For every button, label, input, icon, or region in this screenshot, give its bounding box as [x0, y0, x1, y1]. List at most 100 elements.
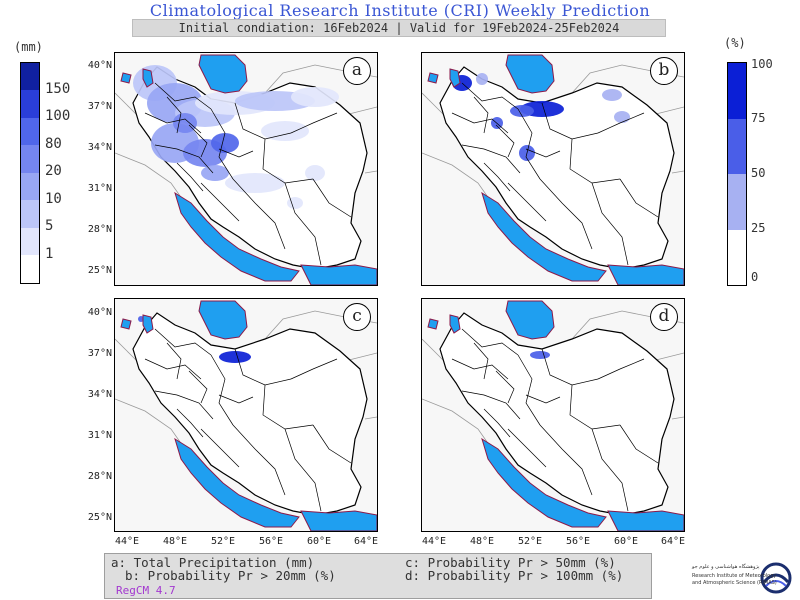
province-line-d-10: [507, 428, 547, 468]
lat-label-top-25: 25°N: [87, 265, 112, 276]
lat-label-bot-31: 31°N: [87, 430, 112, 441]
precip-area-a-12: [225, 173, 285, 193]
province-line-a-5: [262, 138, 314, 184]
panel-label-b: b: [650, 57, 678, 85]
province-line-d-14: [525, 394, 561, 404]
precip-area-a-8: [211, 133, 239, 153]
precip-area-a-14: [287, 197, 303, 209]
caspian-sea-b: [505, 54, 555, 94]
panel-label-d: d: [650, 303, 678, 331]
province-line-b-6: [597, 112, 645, 134]
province-line-c-10: [200, 428, 240, 468]
legend-item-c: c: Probability Pr > 50mm (%): [405, 555, 616, 570]
precip-area-a-13: [305, 165, 325, 181]
border-line-b-2: [671, 170, 684, 174]
province-line-c-6: [290, 358, 338, 380]
province-line-c-3: [210, 354, 234, 426]
precip-area-b-2: [510, 105, 534, 117]
province-line-c-11: [176, 408, 204, 438]
colorbar-right-swatch-4: [728, 230, 746, 285]
lat-label-top-34: 34°N: [87, 142, 112, 153]
lat-label-bot-25: 25°N: [87, 512, 112, 523]
colorbar-left-swatch-6: [21, 200, 39, 228]
map-svg-a: [115, 53, 377, 285]
colorbar-left: [20, 62, 40, 284]
province-line-d-4: [541, 348, 599, 386]
iran-land-d: [439, 312, 675, 516]
gulf-of-oman-a: [300, 264, 377, 285]
persian-gulf-c: [174, 437, 300, 528]
iran-land-c: [132, 312, 368, 516]
province-line-a-7: [312, 178, 352, 218]
colorbar-left-swatch-1: [21, 63, 39, 90]
precip-area-d-0: [530, 351, 550, 359]
province-line-b-3: [517, 108, 541, 180]
precip-area-c-0: [219, 351, 251, 363]
province-line-c-14: [218, 394, 254, 404]
logo-line-2: Research Institute of Meteorology: [692, 573, 777, 579]
lake-urmia-b: [449, 68, 461, 88]
lat-label-top-40: 40°N: [87, 60, 112, 71]
lake-urmia-d: [449, 314, 461, 334]
border-line-d-4: [422, 338, 445, 362]
lon-label-left-48: 48°E: [162, 536, 188, 547]
map-svg-c: [115, 299, 377, 531]
lat-label-top-37: 37°N: [87, 101, 112, 112]
province-line-d-6: [597, 358, 645, 380]
precip-area-a-9: [173, 113, 197, 133]
province-line-c-12: [166, 342, 182, 380]
province-line-c-8: [232, 424, 286, 496]
lon-label-left-56: 56°E: [258, 536, 284, 547]
province-line-c-1: [144, 358, 202, 380]
province-line-b-2: [461, 144, 521, 174]
colorbar-right-label-0: 0: [751, 270, 759, 284]
caspian-sea-c: [198, 300, 248, 340]
gulf-of-oman-c: [300, 510, 377, 531]
province-line-b-9: [591, 182, 629, 266]
colorbar-left-swatch-3: [21, 118, 39, 145]
gulf-of-oman-d: [607, 510, 684, 531]
province-line-d-13: [495, 370, 515, 404]
province-line-a-3: [210, 108, 234, 180]
map-panel-c: c: [114, 298, 378, 532]
gulf-of-oman-b: [607, 264, 684, 285]
lon-label-left-44: 44°E: [114, 536, 140, 547]
colorbar-right-swatch-3: [728, 174, 746, 230]
colorbar-right-unit: (%): [724, 36, 746, 50]
colorbar-left-label-100: 100: [45, 108, 71, 124]
lat-label-bot-28: 28°N: [87, 471, 112, 482]
province-line-a-9: [284, 182, 322, 266]
province-line-c-9: [284, 428, 322, 512]
province-line-a-11: [176, 162, 204, 192]
province-line-b-7: [619, 178, 659, 218]
province-line-b-10: [507, 182, 547, 222]
province-line-d-3: [517, 354, 541, 426]
precip-area-b-6: [602, 89, 622, 101]
colorbar-left-swatch-2: [21, 90, 39, 118]
colorbar-right: [727, 62, 747, 286]
map-svg-d: [422, 299, 684, 531]
colorbar-left-swatch-8: [21, 255, 39, 283]
province-line-b-0: [461, 82, 519, 110]
map-panel-a: a: [114, 52, 378, 286]
legend-item-b: b: Probability Pr > 20mm (%): [125, 568, 336, 583]
page-title: Climatological Research Institute (CRI) …: [149, 1, 651, 20]
lake-van-b: [427, 72, 439, 84]
border-line-d-2: [671, 416, 684, 420]
legend-item-a: a: Total Precipitation (mm): [111, 555, 315, 570]
lat-label-bot-40: 40°N: [87, 307, 112, 318]
province-line-a-0: [154, 82, 212, 110]
logo-line-1: پژوهشگاه هواشناسی و علوم جو: [692, 564, 760, 570]
colorbar-right-swatch-2: [728, 119, 746, 174]
province-line-c-2: [154, 390, 214, 420]
province-line-b-14: [525, 148, 561, 158]
province-line-a-1: [144, 112, 202, 134]
province-line-b-8: [539, 178, 593, 250]
lon-label-right-64: 64°E: [660, 536, 686, 547]
persian-gulf-b: [481, 191, 607, 282]
colorbar-left-label-10: 10: [45, 191, 62, 207]
province-line-d-1: [451, 358, 509, 380]
colorbar-left-label-1: 1: [45, 246, 54, 262]
province-line-d-7: [619, 424, 659, 464]
colorbar-left-unit: (mm): [14, 40, 43, 54]
